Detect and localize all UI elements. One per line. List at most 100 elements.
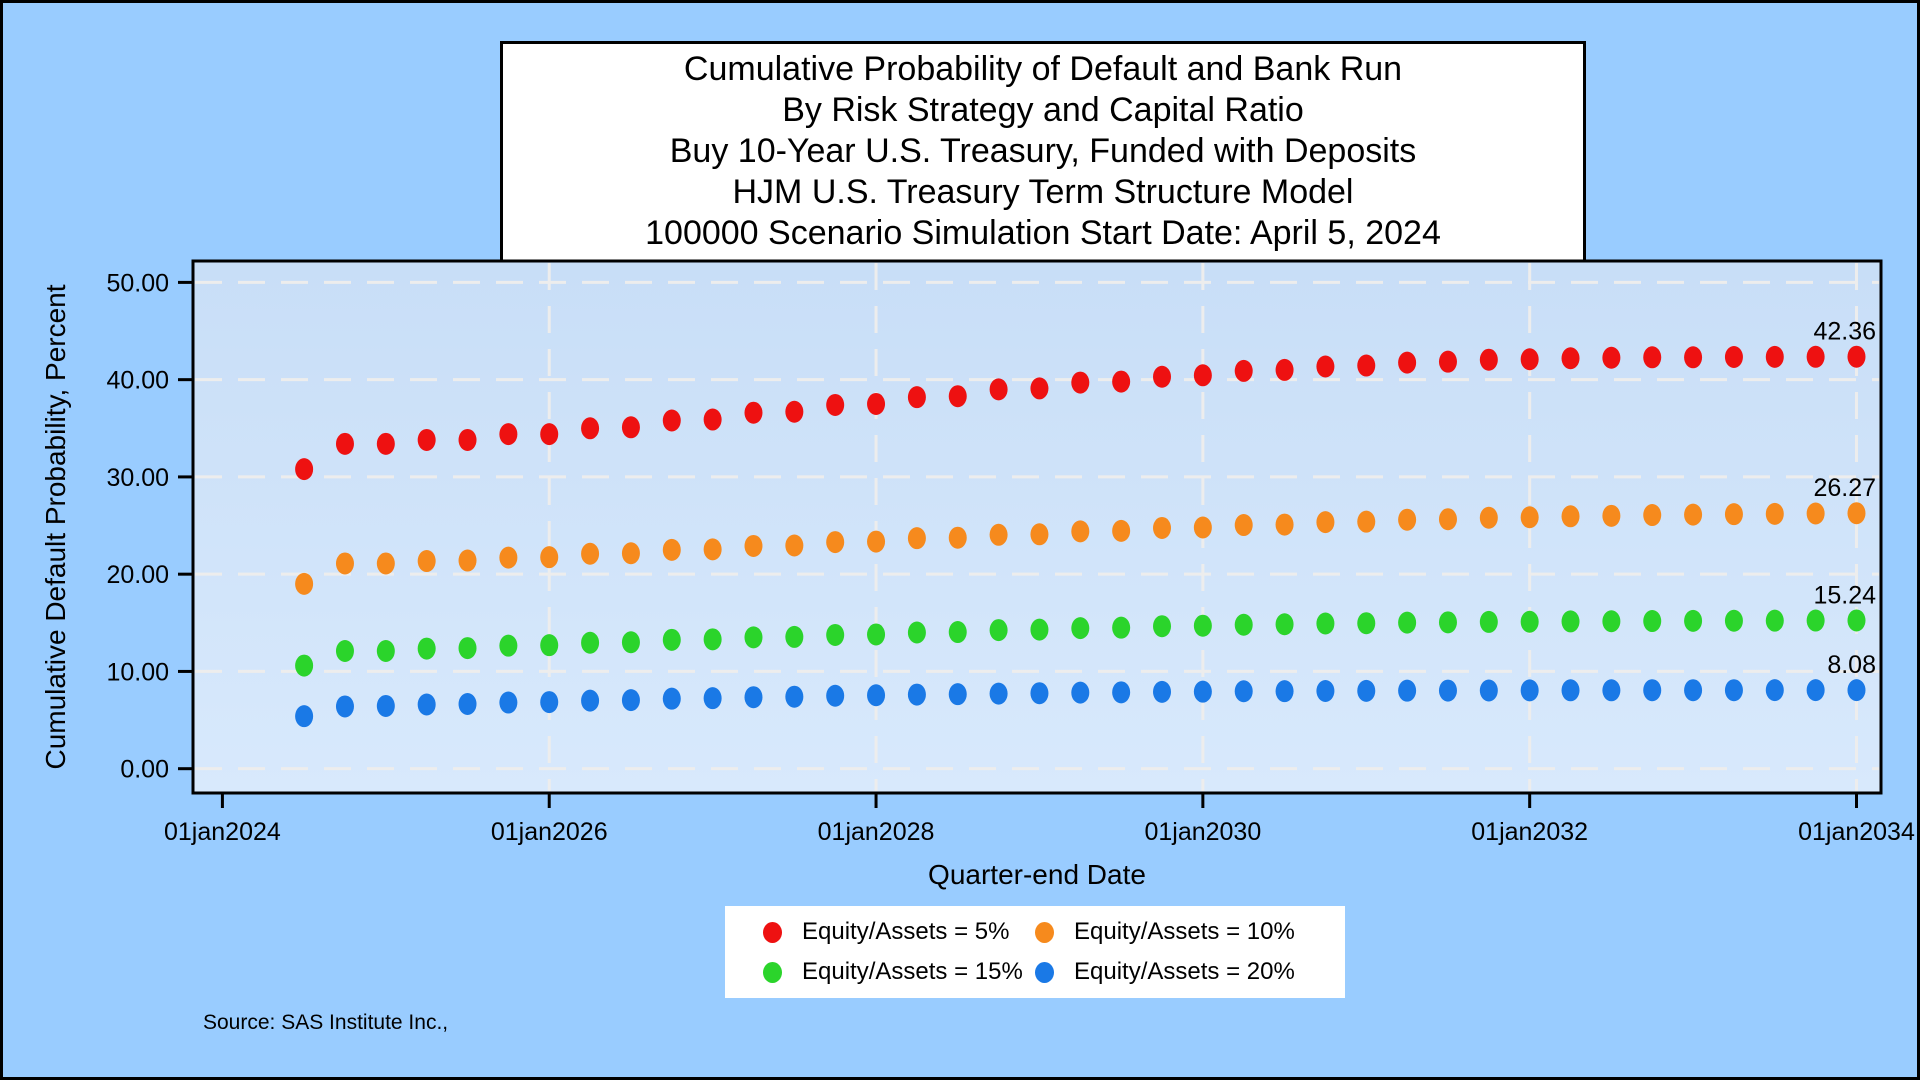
data-point xyxy=(867,684,886,707)
chart-title-box: Cumulative Probability of Default and Ba… xyxy=(500,41,1586,264)
data-point xyxy=(1071,617,1090,640)
data-point xyxy=(1602,679,1621,702)
data-point xyxy=(621,689,640,712)
data-point xyxy=(417,637,436,660)
data-point xyxy=(1193,516,1212,539)
data-point xyxy=(295,458,314,481)
data-point xyxy=(540,546,559,569)
data-point xyxy=(1520,679,1539,702)
y-tick-label: 30.00 xyxy=(106,464,169,492)
data-point xyxy=(1275,513,1294,536)
data-point xyxy=(581,631,600,654)
data-point xyxy=(1398,508,1417,531)
data-point xyxy=(1684,609,1703,632)
data-point xyxy=(1234,359,1253,382)
data-point xyxy=(826,531,845,554)
data-point xyxy=(1806,502,1825,525)
data-point xyxy=(867,392,886,415)
data-point xyxy=(703,628,722,651)
data-point xyxy=(1561,679,1580,702)
data-point xyxy=(1030,682,1049,705)
data-point xyxy=(621,631,640,654)
legend-item-equity-10: Equity/Assets = 10% xyxy=(1035,918,1307,946)
data-point xyxy=(867,623,886,646)
data-point xyxy=(867,530,886,553)
data-point xyxy=(1643,679,1662,702)
data-point xyxy=(1561,610,1580,633)
data-point xyxy=(1602,610,1621,633)
x-tick-label: 01jan2028 xyxy=(818,818,935,846)
data-point xyxy=(1643,610,1662,633)
data-point xyxy=(1520,506,1539,529)
data-point xyxy=(1684,503,1703,526)
data-point xyxy=(499,546,518,569)
legend-marker-dot-blue xyxy=(1035,961,1054,983)
data-point xyxy=(1438,508,1457,531)
data-point xyxy=(948,526,967,549)
data-point xyxy=(417,693,436,716)
data-point xyxy=(1520,348,1539,371)
data-point xyxy=(1561,347,1580,370)
data-point xyxy=(1153,365,1172,388)
legend: Equity/Assets = 5% Equity/Assets = 10% E… xyxy=(725,906,1345,998)
data-point xyxy=(1724,345,1743,368)
data-point xyxy=(499,691,518,714)
legend-item-equity-15: Equity/Assets = 15% xyxy=(763,958,1035,986)
data-point xyxy=(1765,609,1784,632)
x-axis-title: Quarter-end Date xyxy=(928,859,1146,890)
data-point xyxy=(1234,613,1253,636)
data-point xyxy=(1806,345,1825,368)
data-point xyxy=(335,432,354,455)
data-point xyxy=(1316,355,1335,378)
data-point xyxy=(948,621,967,644)
y-tick-label: 50.00 xyxy=(106,269,169,297)
data-point xyxy=(581,689,600,712)
data-point xyxy=(1602,346,1621,369)
data-point xyxy=(1234,680,1253,703)
data-point xyxy=(540,423,559,446)
data-point xyxy=(335,552,354,575)
data-point xyxy=(1030,377,1049,400)
y-tick-label: 40.00 xyxy=(106,367,169,395)
data-point xyxy=(1275,358,1294,381)
data-point xyxy=(499,423,518,446)
data-point xyxy=(1030,523,1049,546)
x-tick-label: 01jan2032 xyxy=(1471,818,1588,846)
series-end-value-label: 42.36 xyxy=(1813,318,1876,346)
data-point xyxy=(1398,679,1417,702)
data-point xyxy=(907,683,926,706)
data-point xyxy=(1153,680,1172,703)
data-point xyxy=(1071,681,1090,704)
title-line-3: Buy 10-Year U.S. Treasury, Funded with D… xyxy=(669,132,1417,170)
data-point xyxy=(417,550,436,573)
data-point xyxy=(1112,681,1131,704)
data-point xyxy=(1071,520,1090,543)
data-point xyxy=(785,625,804,648)
chart-canvas: 50.00 40.00 30.00 20.00 10.00 0.00 01jan2024 01… xyxy=(40,259,1915,890)
data-point xyxy=(458,428,477,451)
data-point xyxy=(1479,679,1498,702)
data-point xyxy=(1030,618,1049,641)
data-point xyxy=(1316,511,1335,534)
data-point xyxy=(1438,679,1457,702)
data-point xyxy=(1357,679,1376,702)
data-point xyxy=(989,682,1008,705)
data-point xyxy=(907,386,926,409)
y-tick-label: 20.00 xyxy=(106,561,169,589)
data-point xyxy=(785,534,804,557)
source-note: Source: SAS Institute Inc., xyxy=(203,1011,449,1034)
data-point xyxy=(1684,679,1703,702)
data-point xyxy=(989,378,1008,401)
data-point xyxy=(1684,346,1703,369)
data-point xyxy=(1724,503,1743,526)
data-point xyxy=(1806,679,1825,702)
data-point xyxy=(1112,616,1131,639)
data-point xyxy=(662,687,681,710)
data-point xyxy=(1316,612,1335,635)
series-end-value-label: 15.24 xyxy=(1813,581,1876,609)
data-point xyxy=(1193,614,1212,637)
data-point xyxy=(335,640,354,663)
y-axis-title: Cumulative Default Probability, Percent xyxy=(40,284,71,769)
series-end-value-label: 8.08 xyxy=(1827,651,1876,679)
data-point xyxy=(1724,609,1743,632)
